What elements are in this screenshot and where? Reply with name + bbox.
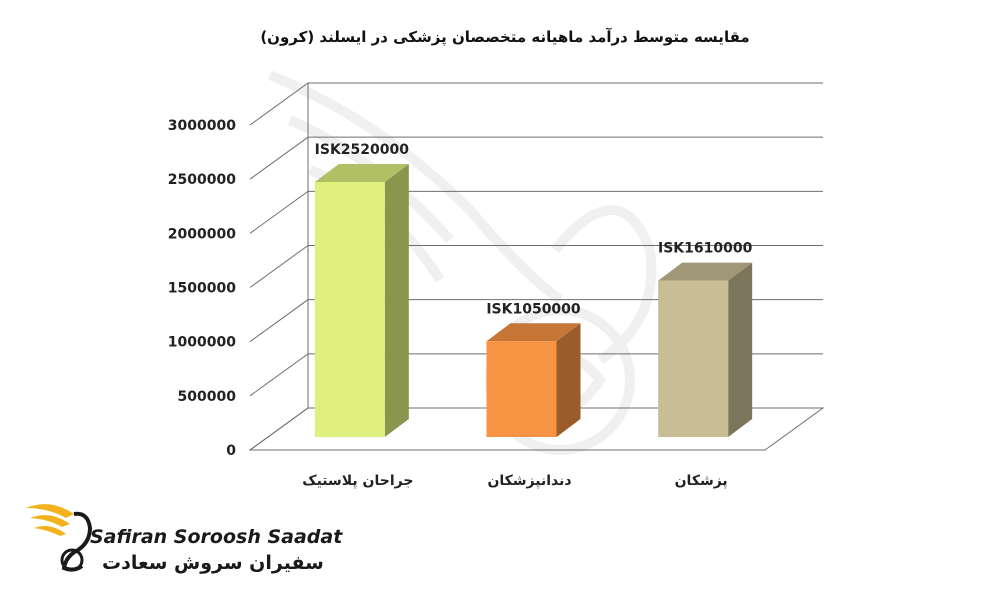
bar-top <box>314 164 409 182</box>
y-tick-label: 3000000 <box>168 118 236 134</box>
bar-side <box>384 164 409 437</box>
y-tick-label: 1000000 <box>168 335 236 351</box>
logo-name-fa: سفیران سروش سعادت <box>102 552 324 574</box>
y-tick-label: 1500000 <box>168 281 236 297</box>
bar-top <box>486 323 581 342</box>
x-category-label: پزشکان <box>675 473 728 489</box>
y-tick-label: 0 <box>226 443 236 459</box>
golden-wing-bird-logo <box>26 504 93 572</box>
gridline <box>249 353 823 397</box>
y-tick-label: 2500000 <box>168 172 236 188</box>
bar-front <box>658 280 729 437</box>
gridline <box>249 299 823 343</box>
data-label: ISK2520000 <box>315 142 410 158</box>
bar <box>486 323 581 437</box>
bar-front <box>314 182 385 437</box>
gridline <box>249 136 823 180</box>
chart-title: مقایسه متوسط درآمد ماهیانه متخصصان پزشکی… <box>260 28 750 46</box>
gridline <box>249 407 823 451</box>
bar-top <box>658 262 753 281</box>
bar-front <box>486 341 557 437</box>
data-label: ISK1050000 <box>486 301 581 317</box>
bar <box>658 262 753 437</box>
x-category-label: جراحان پلاستیک <box>302 473 413 489</box>
data-label: ISK1610000 <box>658 241 753 257</box>
gridline <box>249 82 823 126</box>
logo-name-en: Safiran Soroosh Saadat <box>90 526 343 548</box>
bar-side <box>556 323 581 437</box>
gridline <box>249 245 823 288</box>
y-tick-label: 500000 <box>178 389 237 405</box>
gridline <box>249 190 823 234</box>
company-logo: Safiran Soroosh Saadat سفیران سروش سعادت <box>20 492 342 582</box>
bar <box>314 164 409 437</box>
bar-side <box>728 262 753 437</box>
x-category-label: دندانپزشکان <box>487 473 571 489</box>
y-tick-label: 2000000 <box>168 226 236 242</box>
